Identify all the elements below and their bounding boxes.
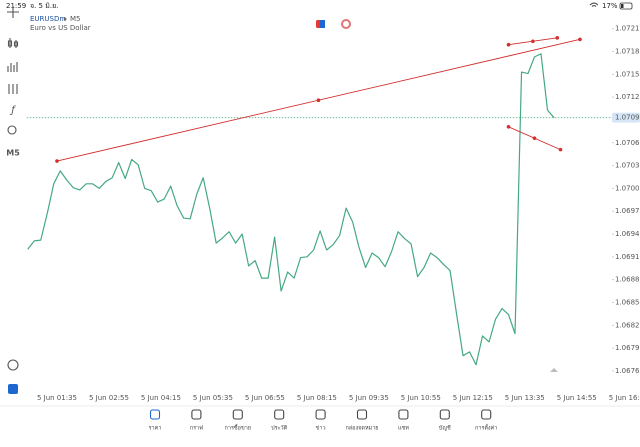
symbol-timeframe: M5 xyxy=(70,15,81,23)
nav-label: กราฟ xyxy=(190,425,203,432)
indicator-tool[interactable] xyxy=(7,38,19,48)
nav-label: บัญชี xyxy=(439,425,451,432)
nav-item[interactable]: กล่องจดหมาย xyxy=(345,409,379,432)
x-tick-label: 5 Jun 09:35 xyxy=(349,394,389,402)
trendline-handle xyxy=(55,159,59,163)
y-tick-label: 1.06820 xyxy=(615,321,640,329)
status-time: 21:59 xyxy=(6,2,26,10)
nav-label: แชท xyxy=(398,425,409,432)
trendline-mid-handle xyxy=(531,39,535,44)
battery-level xyxy=(621,4,624,8)
y-tick-label: 1.06910 xyxy=(615,253,640,261)
nav-icon xyxy=(191,409,202,420)
nav-icon xyxy=(398,409,409,420)
symbol-description: Euro vs US Dollar xyxy=(30,24,91,32)
nav-icon xyxy=(149,409,161,420)
y-tick-label: 1.07150 xyxy=(615,70,640,78)
price-line xyxy=(27,53,555,366)
trendline-handle xyxy=(578,37,582,42)
trade-history-icon[interactable] xyxy=(7,359,19,371)
nav-icon xyxy=(315,409,326,420)
battery-percent: 17% xyxy=(602,2,618,10)
current-price-label: 1.07093 xyxy=(615,114,640,122)
trendline-handle xyxy=(555,36,560,40)
nav-label: ประวัติ xyxy=(271,425,287,432)
x-tick-label: 5 Jun 16:15 xyxy=(609,394,640,402)
y-tick-label: 1.06850 xyxy=(615,298,640,306)
x-tick-label: 5 Jun 04:15 xyxy=(141,394,181,402)
nav-label: ข่าว xyxy=(316,426,326,432)
y-tick-label: 1.06940 xyxy=(615,230,640,238)
nav-label: กล่องจดหมาย xyxy=(345,426,378,432)
nav-item[interactable]: ข่าว xyxy=(315,409,326,432)
status-date: จ. 5 มิ.ย. xyxy=(30,2,58,10)
timeframe-button[interactable]: M5 xyxy=(6,149,20,158)
x-tick-label: 5 Jun 08:15 xyxy=(297,394,337,402)
separator xyxy=(64,17,67,21)
x-tick-label: 5 Jun 12:15 xyxy=(453,394,493,402)
current-bar-marker xyxy=(550,368,558,372)
nav-item[interactable]: การซื้อขาย xyxy=(225,409,251,432)
trendline-handle xyxy=(506,125,511,129)
y-tick-label: 1.07000 xyxy=(615,184,640,192)
x-tick-label: 5 Jun 10:55 xyxy=(401,394,441,402)
y-tick-label: 1.07060 xyxy=(615,139,640,147)
current-price-box xyxy=(612,112,640,123)
y-tick-label: 1.07120 xyxy=(615,93,640,101)
trendline-mid-handle xyxy=(316,98,321,102)
y-tick-label: 1.06880 xyxy=(615,276,640,284)
nav-item[interactable]: แชท xyxy=(398,409,409,432)
nav-item[interactable]: บัญชี xyxy=(439,409,451,432)
symbol-name[interactable]: EURUSDm xyxy=(30,15,66,23)
y-tick-label: 1.06970 xyxy=(615,207,640,215)
x-tick-label: 5 Jun 14:55 xyxy=(557,394,597,402)
nav-item[interactable]: ราคา xyxy=(149,409,162,432)
nav-item[interactable]: กราฟ xyxy=(190,409,203,432)
left-toolbar: ƒ M5 xyxy=(6,6,20,394)
nav-icon xyxy=(439,409,450,420)
one-click-icon[interactable] xyxy=(341,19,351,29)
nav-item[interactable]: การตั้งค่า xyxy=(475,409,497,432)
battery-icon xyxy=(619,2,633,10)
bars-tool[interactable] xyxy=(7,62,18,72)
nav-icon xyxy=(274,409,285,420)
x-tick-label: 5 Jun 13:35 xyxy=(505,394,545,402)
shapes-tool[interactable] xyxy=(7,125,17,135)
x-tick-label: 5 Jun 06:55 xyxy=(245,394,285,402)
nav-item[interactable]: ประวัติ xyxy=(271,409,288,432)
nav-icon xyxy=(232,409,243,420)
x-tick-label: 5 Jun 02:55 xyxy=(89,394,129,402)
nav-label: การซื้อขาย xyxy=(225,424,251,432)
crosshair-tool[interactable] xyxy=(7,6,19,18)
nav-label: การตั้งค่า xyxy=(475,424,497,432)
buy-button-half[interactable] xyxy=(320,20,325,28)
app-icon[interactable] xyxy=(8,384,18,394)
trendline-handle xyxy=(558,147,563,152)
x-tick-label: 5 Jun 05:35 xyxy=(193,394,233,402)
trendline-handle xyxy=(506,42,511,47)
nav-label: ราคา xyxy=(149,426,162,432)
y-tick-label: 1.07030 xyxy=(615,162,640,170)
wifi-icon xyxy=(589,2,599,7)
y-tick-label: 1.07180 xyxy=(615,48,640,56)
y-tick-label: 1.06760 xyxy=(615,367,640,375)
y-tick-label: 1.07210 xyxy=(615,25,640,33)
nav-icon xyxy=(356,409,368,420)
function-icon: ƒ xyxy=(9,105,16,116)
nav-icon xyxy=(481,409,492,420)
settings-tool[interactable] xyxy=(8,84,18,94)
y-tick-label: 1.06790 xyxy=(615,344,640,352)
x-tick-label: 5 Jun 01:35 xyxy=(37,394,77,402)
trendline-mid-handle xyxy=(532,136,537,141)
